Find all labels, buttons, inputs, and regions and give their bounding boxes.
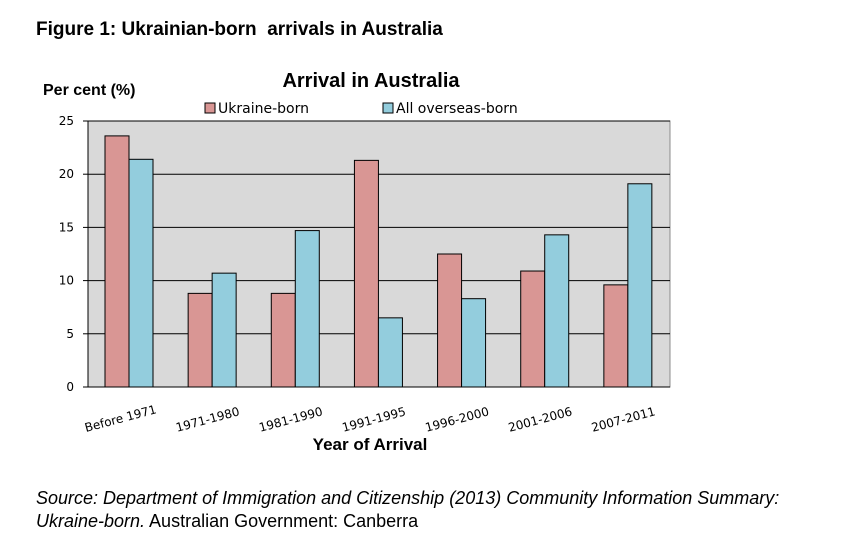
legend: Ukraine-born All overseas-born — [204, 101, 518, 117]
bar-ukraine-born — [270, 292, 296, 388]
y-tick-label: 5 — [66, 327, 74, 341]
bar-all-overseas-born — [128, 158, 154, 388]
x-tick-label: 1971-1980 — [174, 404, 241, 434]
y-axis-ticks: 0 5 10 15 20 25 — [59, 114, 74, 394]
legend-label: Ukraine-born — [218, 101, 309, 117]
bar-ukraine-born — [353, 159, 379, 388]
bar-ukraine-born — [104, 135, 130, 388]
y-tick-label: 25 — [59, 114, 74, 128]
bar-ukraine-born — [437, 253, 463, 388]
y-tick-label: 15 — [59, 220, 74, 234]
x-tick-label: 1996-2000 — [424, 404, 491, 434]
x-tick-label: 1981-1990 — [257, 404, 324, 434]
figure-title: Figure 1: Ukrainian-born arrivals in Aus… — [36, 19, 443, 40]
y-tick-label: 20 — [59, 167, 74, 181]
legend-label: All overseas-born — [396, 101, 518, 117]
bar-ukraine-born — [187, 292, 213, 388]
bar-ukraine-born — [603, 284, 629, 388]
x-tick-label: Before 1971 — [83, 402, 158, 435]
y-tick-label: 0 — [66, 380, 74, 394]
bar-chart: 0 5 10 15 20 25 Before 1971 1971-1980 1981-1990… — [43, 70, 671, 454]
x-tick-label: 1991-1995 — [341, 404, 408, 434]
bars — [104, 135, 653, 388]
source-citation: Source: Department of Immigration and Ci… — [36, 488, 780, 531]
source-note: Source: Department of Immigration and Ci… — [36, 487, 845, 533]
bar-all-overseas-born — [461, 298, 487, 388]
source-publisher: Australian Government: Canberra — [145, 511, 419, 531]
bar-all-overseas-born — [294, 230, 320, 388]
bar-all-overseas-born — [544, 234, 570, 388]
bar-all-overseas-born — [377, 317, 403, 388]
x-tick-label: 2007-2011 — [590, 404, 657, 434]
bar-all-overseas-born — [627, 183, 653, 388]
legend-swatch — [204, 102, 216, 114]
bar-all-overseas-born — [211, 272, 237, 388]
legend-swatch — [382, 102, 394, 114]
x-axis-ticks: Before 1971 1971-1980 1981-1990 1991-1995 19… — [83, 402, 657, 435]
y-tick-label: 10 — [59, 274, 74, 288]
chart-title: Arrival in Australia — [282, 70, 460, 92]
x-tick-label: 2001-2006 — [507, 404, 574, 434]
x-axis-label: Year of Arrival — [313, 435, 428, 454]
y-axis-label: Per cent (%) — [43, 82, 135, 99]
bar-ukraine-born — [520, 270, 546, 388]
